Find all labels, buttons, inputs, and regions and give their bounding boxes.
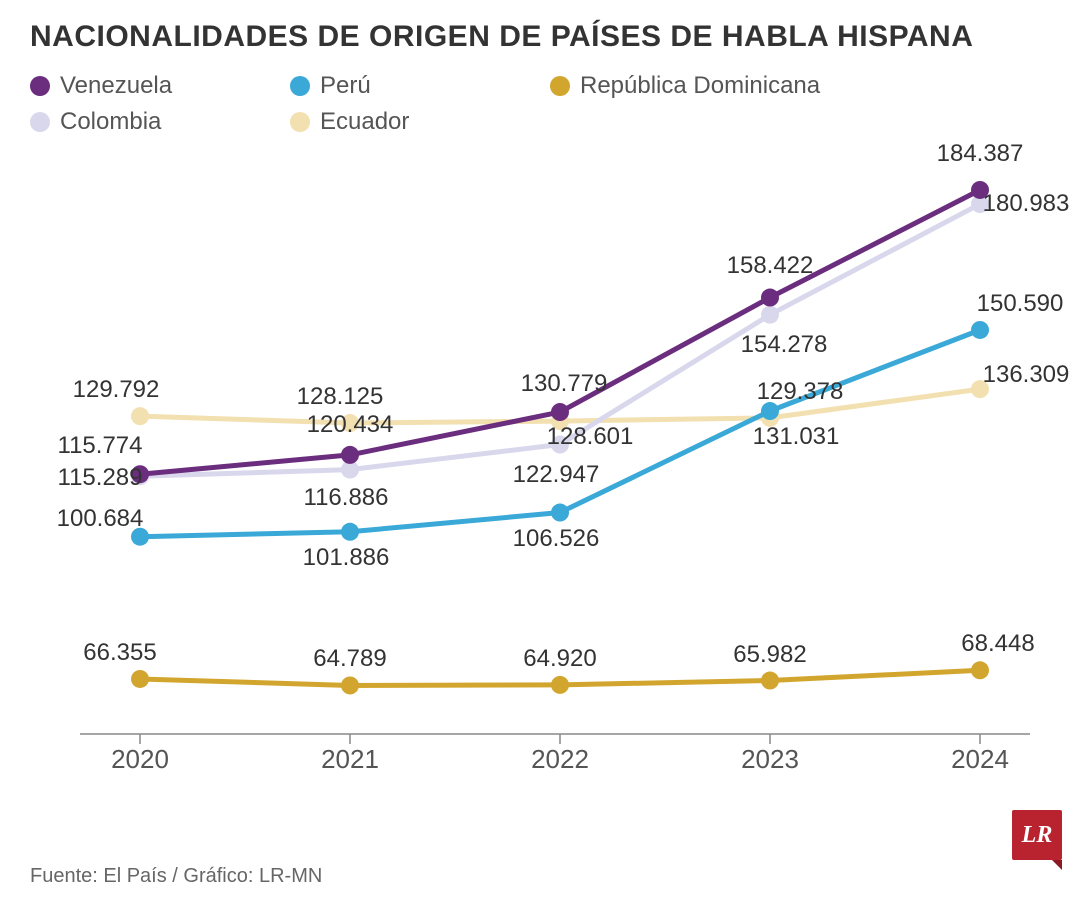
- legend-label: Ecuador: [320, 108, 409, 136]
- legend-label: República Dominicana: [580, 72, 820, 100]
- data-label: 64.789: [313, 645, 386, 673]
- legend-item: República Dominicana: [550, 72, 890, 100]
- legend-dot: [30, 112, 50, 132]
- legend-dot: [30, 76, 50, 96]
- series-marker: [551, 504, 569, 522]
- data-label: 128.125: [297, 383, 384, 411]
- legend-item: Perú: [290, 72, 550, 100]
- lr-logo-text: LR: [1022, 822, 1053, 849]
- series-marker: [761, 672, 779, 690]
- legend-dot: [550, 76, 570, 96]
- x-tick-label: 2020: [111, 744, 169, 775]
- data-label: 68.448: [961, 630, 1034, 658]
- x-tick-label: 2023: [741, 744, 799, 775]
- x-tick-label: 2024: [951, 744, 1009, 775]
- x-tick-label: 2022: [531, 744, 589, 775]
- data-label: 180.983: [983, 190, 1070, 218]
- legend-dot: [290, 112, 310, 132]
- legend: Venezuela Perú República Dominicana Colombi…: [30, 72, 1050, 136]
- data-label: 106.526: [513, 525, 600, 553]
- series-marker: [761, 289, 779, 307]
- series-marker: [551, 403, 569, 421]
- series-marker: [761, 306, 779, 324]
- data-label: 116.886: [304, 484, 389, 512]
- data-label: 128.601: [547, 423, 634, 451]
- series-marker: [341, 446, 359, 464]
- data-label: 131.031: [753, 423, 840, 451]
- x-tick-label: 2021: [321, 744, 379, 775]
- series-marker: [131, 407, 149, 425]
- legend-label: Venezuela: [60, 72, 172, 100]
- data-label: 130.779: [521, 370, 608, 398]
- data-label: 158.422: [727, 252, 814, 280]
- legend-dot: [290, 76, 310, 96]
- data-label: 154.278: [741, 331, 828, 359]
- data-label: 115.289: [58, 464, 143, 492]
- series-marker: [341, 676, 359, 694]
- series-marker: [551, 676, 569, 694]
- data-label: 64.920: [523, 645, 596, 673]
- legend-item: Venezuela: [30, 72, 290, 100]
- series-marker: [971, 661, 989, 679]
- data-label: 129.792: [73, 376, 160, 404]
- data-label: 66.355: [83, 639, 156, 667]
- series-marker: [971, 321, 989, 339]
- legend-label: Perú: [320, 72, 371, 100]
- series-marker: [131, 670, 149, 688]
- data-label: 65.982: [733, 641, 806, 669]
- data-label: 115.774: [58, 432, 143, 460]
- source-footer: Fuente: El País / Gráfico: LR-MN: [30, 865, 322, 888]
- chart-title: NACIONALIDADES DE ORIGEN DE PAÍSES DE HA…: [30, 20, 1050, 54]
- legend-item: Colombia: [30, 108, 290, 136]
- data-label: 101.886: [303, 544, 390, 572]
- lr-logo: LR: [1012, 810, 1062, 860]
- data-label: 184.387: [937, 140, 1024, 168]
- legend-item: Ecuador: [290, 108, 550, 136]
- data-label: 136.309: [983, 361, 1070, 389]
- series-marker: [341, 523, 359, 541]
- data-label: 150.590: [977, 290, 1064, 318]
- data-label: 100.684: [57, 505, 144, 533]
- data-label: 129.378: [757, 378, 844, 406]
- data-label: 122.947: [513, 461, 600, 489]
- legend-label: Colombia: [60, 108, 161, 136]
- data-label: 120.434: [307, 411, 394, 439]
- line-chart: 2020 2021 2022 2023 2024 115.774 120.434 130.7…: [40, 146, 1040, 786]
